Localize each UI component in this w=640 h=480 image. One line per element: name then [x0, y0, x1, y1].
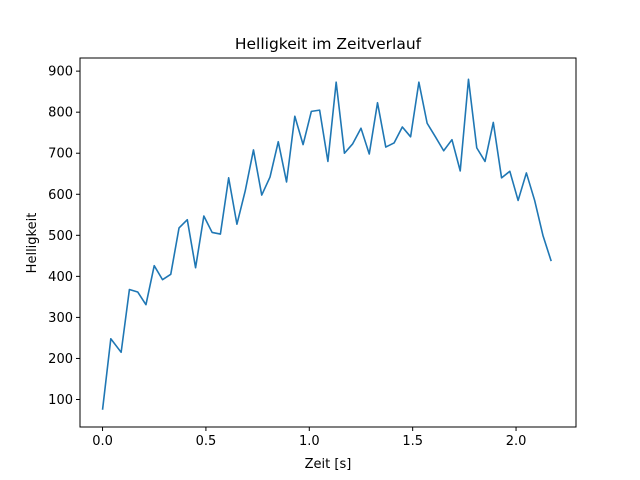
- series-line: [101, 78, 552, 410]
- y-tick-label: 500: [48, 229, 73, 244]
- axes-frame: [79, 57, 577, 428]
- y-tick-label: 300: [48, 311, 73, 326]
- x-tick-label: 0.0: [92, 434, 113, 449]
- y-tick-label: 800: [48, 106, 73, 121]
- y-tick-label: 700: [48, 147, 73, 162]
- y-tick-label: 200: [48, 352, 73, 367]
- chart-title: Helligkeit im Zeitverlauf: [235, 35, 422, 53]
- x-tick-label: 1.5: [402, 434, 423, 449]
- x-tick-label: 0.5: [196, 434, 217, 449]
- y-axis-label: Helligkeit: [25, 213, 40, 274]
- x-tick-label: 1.0: [299, 434, 320, 449]
- y-tick-label: 900: [48, 65, 73, 80]
- y-tick-label: 400: [48, 270, 73, 285]
- y-tick-label: 600: [48, 188, 73, 203]
- x-tick-label: 2.0: [506, 434, 527, 449]
- y-tick-label: 100: [48, 393, 73, 408]
- plot-area: 0.0 0.5 1.0 1.5 2.0 100 200 300 400 500 600 700 800 9…: [48, 65, 552, 449]
- x-axis-label: Zeit [s]: [305, 457, 352, 472]
